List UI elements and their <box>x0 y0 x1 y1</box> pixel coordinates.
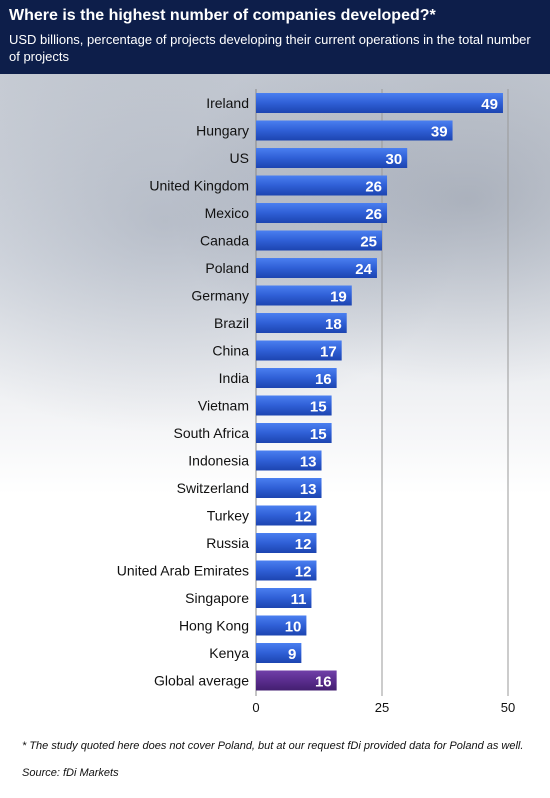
value-label: 9 <box>288 646 296 663</box>
bar <box>256 423 332 443</box>
category-label: Brazil <box>214 315 249 331</box>
header-banner: Where is the highest number of companies… <box>0 0 550 74</box>
value-label: 16 <box>315 371 332 388</box>
bar <box>256 313 347 333</box>
value-label: 11 <box>291 591 307 608</box>
category-label: Switzerland <box>177 480 249 496</box>
footnote: * The study quoted here does not cover P… <box>22 740 524 752</box>
x-tick-label: 50 <box>501 700 515 715</box>
category-label: Hong Kong <box>179 618 249 634</box>
value-label: 15 <box>310 399 327 416</box>
category-label: Hungary <box>196 123 249 139</box>
chart-subtitle: USD billions, percentage of projects dev… <box>9 32 531 64</box>
bar <box>256 93 503 113</box>
category-label: United Arab Emirates <box>117 563 249 579</box>
category-label: Germany <box>191 288 249 304</box>
category-label: Singapore <box>185 590 249 606</box>
bar <box>256 478 322 498</box>
category-label: Russia <box>206 535 249 551</box>
bar <box>256 450 322 471</box>
value-label: 49 <box>481 96 498 113</box>
category-label: Kenya <box>209 645 249 661</box>
bar <box>256 368 337 388</box>
bar <box>256 395 332 416</box>
bar-chart: Ireland 49 Hungary 39 US 30 United Kingdom 26 Me… <box>117 89 515 715</box>
value-label: 26 <box>365 179 382 196</box>
bar <box>256 643 302 663</box>
value-label: 12 <box>295 564 312 581</box>
bar-global-average <box>256 670 337 691</box>
value-label: 18 <box>325 316 342 333</box>
category-label: Indonesia <box>188 453 249 469</box>
bar <box>256 258 377 278</box>
value-label: 12 <box>295 536 312 553</box>
category-label: Canada <box>200 233 249 249</box>
value-label: 39 <box>431 124 448 141</box>
value-label: 25 <box>360 234 377 251</box>
bar <box>256 203 388 223</box>
category-label: US <box>230 150 249 166</box>
category-label: China <box>212 343 249 359</box>
category-label: Mexico <box>205 205 250 221</box>
bar <box>256 615 307 636</box>
bar <box>256 340 342 361</box>
value-label: 13 <box>300 454 317 471</box>
value-label: 30 <box>386 151 403 168</box>
bar <box>256 285 352 306</box>
category-label: South Africa <box>174 425 250 441</box>
bar <box>256 175 388 196</box>
value-label: 17 <box>320 344 337 361</box>
category-label: United Kingdom <box>149 178 249 194</box>
value-label: 19 <box>330 289 347 306</box>
bar <box>256 588 312 608</box>
category-label: Poland <box>205 260 249 276</box>
value-label: 15 <box>310 426 327 443</box>
category-label: Turkey <box>207 508 249 524</box>
x-tick-label: 25 <box>375 700 389 715</box>
x-tick-label: 0 <box>252 700 259 715</box>
source-note: Source: fDi Markets <box>22 767 119 779</box>
value-label: 16 <box>315 674 332 691</box>
bar <box>256 148 408 168</box>
category-label: Vietnam <box>198 398 249 414</box>
value-label: 10 <box>285 619 302 636</box>
bar <box>256 120 453 141</box>
value-label: 26 <box>365 206 382 223</box>
value-label: 12 <box>295 509 312 526</box>
category-label: Global average <box>154 673 249 689</box>
bar <box>256 505 317 526</box>
bar <box>256 560 317 581</box>
value-label: 24 <box>355 261 372 278</box>
category-label: India <box>219 370 250 386</box>
value-label: 13 <box>300 481 317 498</box>
category-label: Ireland <box>206 95 249 111</box>
chart-title: Where is the highest number of companies… <box>9 7 436 24</box>
bar <box>256 533 317 553</box>
bar <box>256 230 382 251</box>
